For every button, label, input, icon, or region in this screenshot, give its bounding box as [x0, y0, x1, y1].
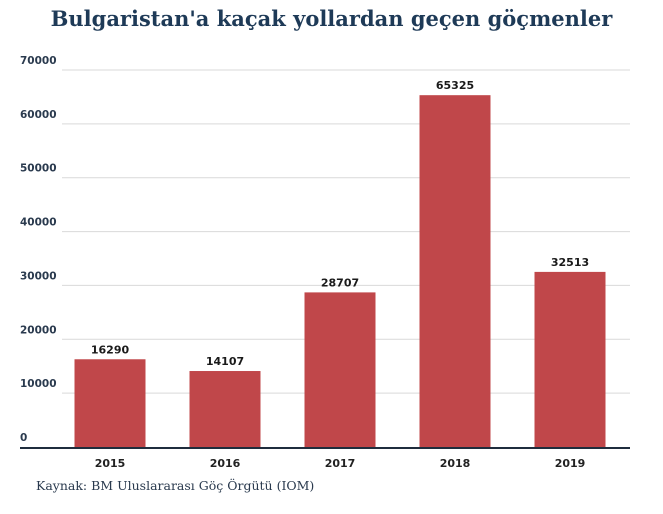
source-note: Kaynak: BM Uluslararası Göç Örgütü (IOM)	[36, 478, 315, 493]
bar	[74, 359, 146, 447]
x-tick-label: 2018	[440, 457, 471, 470]
data-label: 14107	[206, 355, 244, 368]
y-tick-label: 0	[20, 432, 27, 444]
data-label: 28707	[321, 276, 359, 289]
x-axis-ticks: 2015 2016 2017 2018 2019	[95, 457, 586, 470]
y-tick-label: 70000	[20, 55, 57, 67]
data-label: 16290	[91, 343, 130, 356]
bars	[74, 95, 606, 447]
y-tick-label: 60000	[20, 109, 57, 121]
y-tick-label: 40000	[20, 217, 57, 229]
data-labels: 16290 14107 28707 65325 32513	[91, 79, 589, 368]
chart-title: Bulgaristan'a kaçak yollardan geçen göçm…	[50, 6, 613, 31]
y-tick-label: 10000	[20, 378, 57, 390]
y-tick-label: 30000	[20, 270, 57, 282]
y-axis-ticks: 0 10000 20000 30000 40000 50000 60000 70000	[20, 55, 57, 444]
data-label: 32513	[551, 256, 589, 269]
bar	[304, 292, 376, 447]
x-tick-label: 2016	[210, 457, 241, 470]
y-tick-label: 50000	[20, 163, 57, 175]
x-tick-label: 2017	[325, 457, 356, 470]
bar	[419, 95, 491, 447]
data-label: 65325	[436, 79, 474, 92]
y-tick-label: 20000	[20, 324, 57, 336]
bar	[189, 371, 261, 447]
bar	[534, 271, 606, 447]
x-tick-label: 2019	[555, 457, 586, 470]
x-tick-label: 2015	[95, 457, 126, 470]
